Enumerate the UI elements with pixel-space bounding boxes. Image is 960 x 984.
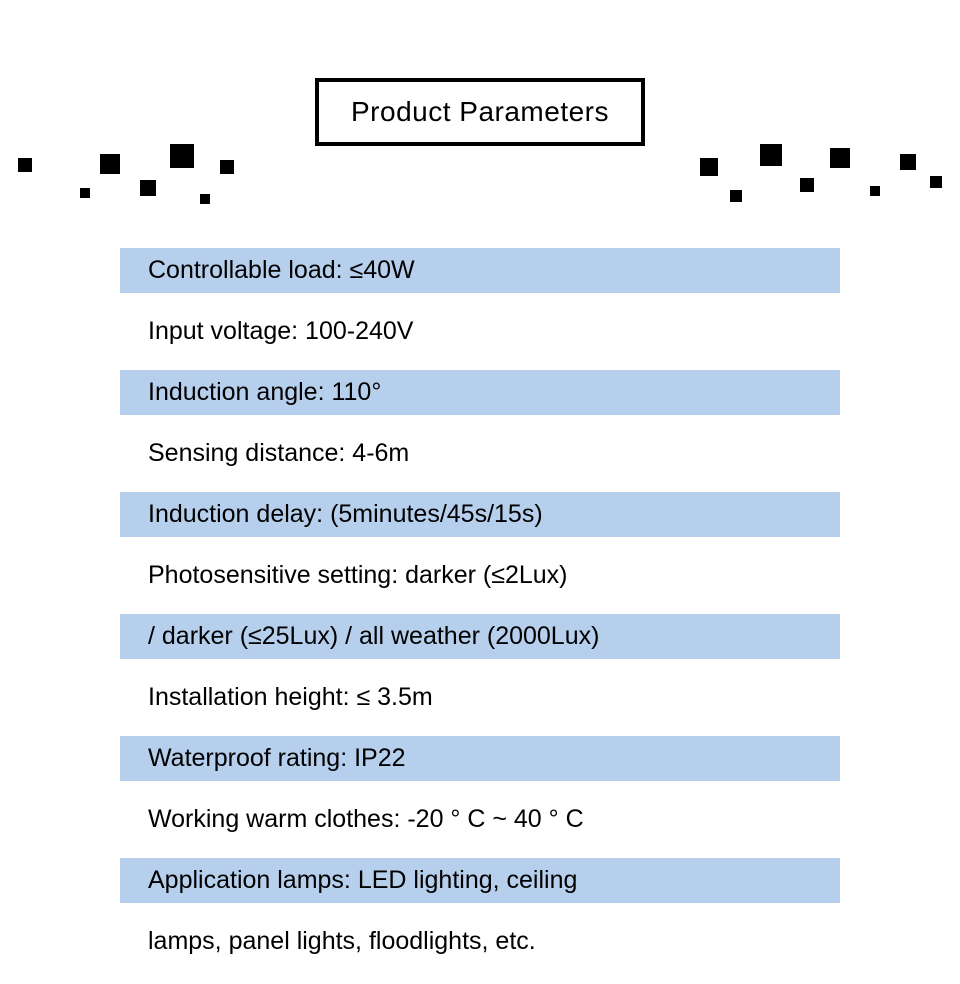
deco-square	[200, 194, 210, 204]
parameter-row: Installation height: ≤ 3.5m	[120, 675, 840, 720]
parameter-row: Controllable load: ≤40W	[120, 248, 840, 293]
parameter-row: lamps, panel lights, floodlights, etc.	[120, 919, 840, 964]
deco-square	[900, 154, 916, 170]
title-box: Product Parameters	[315, 78, 645, 146]
parameter-row: Waterproof rating: IP22	[120, 736, 840, 781]
deco-square	[220, 160, 234, 174]
parameter-row: Input voltage: 100-240V	[120, 309, 840, 354]
deco-square	[870, 186, 880, 196]
deco-square	[730, 190, 742, 202]
deco-square	[18, 158, 32, 172]
parameters-list: Controllable load: ≤40W Input voltage: 10…	[120, 248, 840, 980]
deco-square	[700, 158, 718, 176]
deco-square	[830, 148, 850, 168]
deco-square	[100, 154, 120, 174]
parameter-row: Photosensitive setting: darker (≤2Lux)	[120, 553, 840, 598]
deco-square	[80, 188, 90, 198]
parameter-row: Working warm clothes: -20 ° C ~ 40 ° C	[120, 797, 840, 842]
deco-square	[140, 180, 156, 196]
parameter-row: Sensing distance: 4-6m	[120, 431, 840, 476]
deco-square	[170, 144, 194, 168]
parameter-row: Induction angle: 110°	[120, 370, 840, 415]
title-text: Product Parameters	[351, 96, 609, 128]
parameter-row: Induction delay: (5minutes/45s/15s)	[120, 492, 840, 537]
parameter-row: Application lamps: LED lighting, ceiling	[120, 858, 840, 903]
deco-square	[930, 176, 942, 188]
deco-square	[760, 144, 782, 166]
parameter-row: / darker (≤25Lux) / all weather (2000Lux…	[120, 614, 840, 659]
deco-square	[800, 178, 814, 192]
